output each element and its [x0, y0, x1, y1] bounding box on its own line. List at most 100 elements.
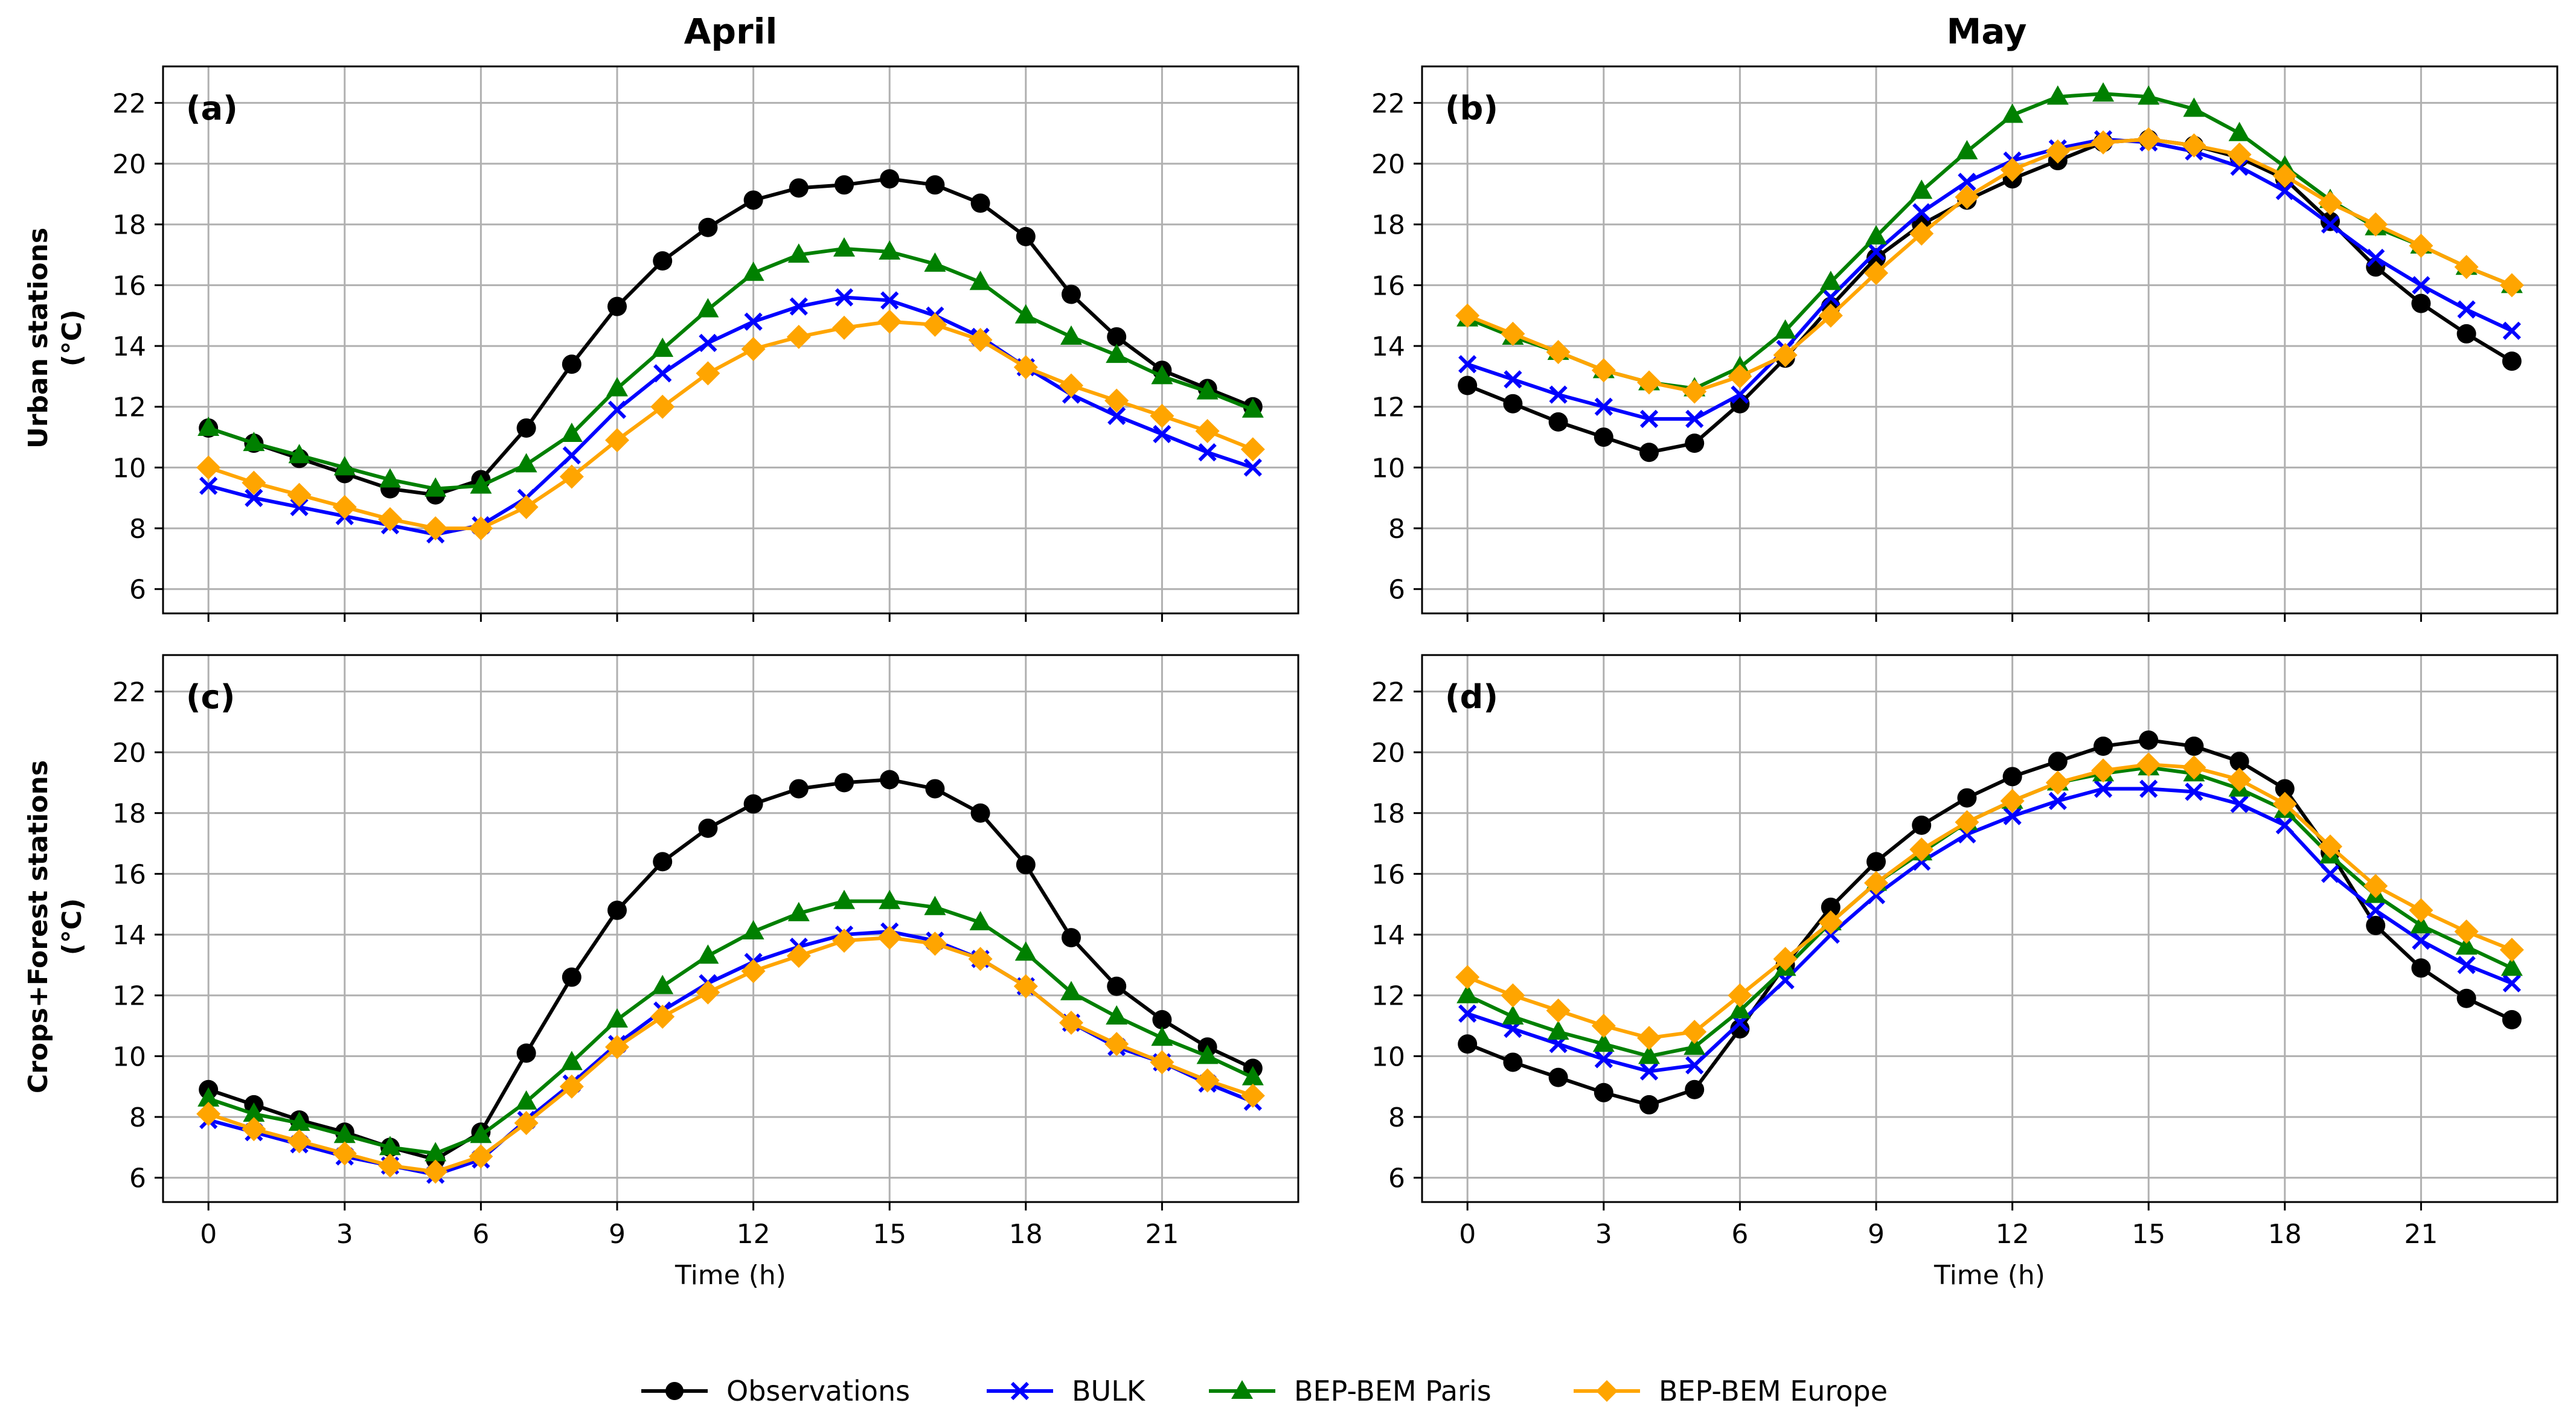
axes-frame — [162, 65, 1299, 615]
series-bep-bem-paris — [197, 237, 1264, 497]
data-point — [1957, 788, 1977, 808]
data-point — [425, 477, 447, 497]
y-tick-label: 20 — [1371, 738, 1405, 769]
data-point — [1591, 358, 1616, 383]
data-point — [2227, 767, 2252, 792]
data-point — [515, 1090, 537, 1110]
data-point — [835, 288, 854, 307]
data-point — [1107, 327, 1127, 347]
legend-entry-bep-bem-europe: BEP-BEM Europe — [1574, 1375, 1888, 1407]
data-point — [560, 1050, 583, 1070]
y-tick-label: 20 — [112, 738, 146, 769]
data-point — [1731, 385, 1749, 404]
data-point — [2366, 248, 2385, 267]
data-point — [2321, 215, 2340, 234]
data-point — [650, 1004, 675, 1029]
data-point — [1104, 388, 1129, 413]
data-point — [1730, 1019, 1750, 1039]
series-bulk — [199, 922, 1262, 1184]
data-point — [1594, 1050, 1613, 1069]
data-point — [1955, 185, 1979, 209]
data-point — [696, 980, 720, 1005]
data-point — [2091, 130, 2115, 155]
data-point — [2502, 351, 2522, 371]
data-point — [607, 900, 627, 920]
data-point — [2321, 865, 2340, 883]
y-tick-label: 16 — [1371, 270, 1405, 301]
panel-label: (a) — [186, 89, 238, 127]
series-line-bulk — [1467, 787, 2513, 1073]
panel-c: 6 8 10 12 14 16 18 20 22 0 3 6 9 12 15 18 21 Time (h) (c) — [112, 654, 1299, 1291]
data-point — [787, 901, 810, 921]
data-point — [1864, 871, 1888, 895]
data-point — [2136, 127, 2161, 152]
data-point — [1774, 319, 1796, 339]
data-point — [1685, 433, 1705, 453]
data-point — [1106, 344, 1128, 363]
data-point — [423, 516, 448, 541]
series-bep-bem-paris — [1456, 756, 2523, 1064]
data-point — [1546, 998, 1571, 1023]
data-point — [378, 507, 402, 531]
series-bep-bem-europe — [196, 309, 1265, 541]
series-bulk — [1458, 779, 2521, 1081]
data-point — [1060, 980, 1082, 1000]
data-point — [1912, 203, 1931, 222]
column-title-april: April — [684, 11, 778, 52]
data-point — [1242, 398, 1264, 418]
legend-marker-bulk — [1010, 1381, 1030, 1401]
data-point — [970, 193, 990, 213]
y-tick-label: 8 — [129, 1102, 146, 1133]
legend-entry-bulk: BULK — [987, 1375, 1146, 1407]
data-point — [1591, 1014, 1616, 1038]
data-point — [1773, 343, 1798, 368]
series-bep-bem-europe — [1455, 752, 2524, 1050]
legend-entry-observations: Observations — [641, 1375, 910, 1407]
data-point — [559, 464, 584, 489]
data-point — [379, 468, 401, 488]
data-point — [1107, 406, 1126, 425]
data-point — [1639, 1062, 1659, 1081]
data-point — [1150, 403, 1174, 428]
data-point — [1547, 1020, 1569, 1040]
data-point — [1548, 412, 1568, 432]
data-point — [1773, 947, 1798, 971]
series-line-bulk — [208, 295, 1254, 537]
data-point — [2230, 795, 2249, 813]
data-point — [653, 364, 672, 383]
data-point — [2502, 1010, 2522, 1029]
data-point — [789, 178, 809, 198]
x-axis-label: Time (h) — [674, 1260, 786, 1291]
data-point — [1549, 385, 1568, 404]
data-point — [562, 446, 581, 465]
data-point — [2275, 182, 2294, 200]
series-line-bep-bem-europe — [1467, 137, 2513, 394]
data-point — [1106, 1005, 1128, 1025]
row-label-urban-title: Urban stations — [23, 228, 54, 449]
data-point — [1821, 897, 1841, 917]
y-tick-label: 6 — [129, 1163, 146, 1194]
panels: 6 8 10 12 14 16 18 20 22 (a) 6 8 10 12 14 16 18 20 22 (b) 6 8… — [112, 65, 2558, 1291]
data-point — [333, 456, 356, 476]
data-point — [2366, 901, 2385, 919]
row-label-urban: Urban stations (°C) — [23, 228, 88, 449]
data-point — [2499, 273, 2524, 298]
data-point — [742, 920, 764, 940]
y-tick-label: 14 — [112, 331, 146, 362]
data-point — [2412, 932, 2430, 950]
data-point — [1638, 1044, 1660, 1064]
data-point — [1864, 261, 1888, 286]
data-point — [1059, 373, 1083, 398]
data-point — [653, 852, 673, 872]
x-tick-label: 3 — [336, 1219, 353, 1250]
data-point — [1548, 1067, 1568, 1087]
data-point — [1866, 242, 1886, 261]
data-point — [605, 428, 629, 453]
data-point — [1013, 355, 1038, 380]
data-point — [1240, 1083, 1265, 1108]
y-tick-label: 14 — [1371, 920, 1405, 951]
data-point — [332, 1141, 357, 1166]
data-point — [1729, 999, 1751, 1018]
data-point — [1818, 910, 1843, 935]
